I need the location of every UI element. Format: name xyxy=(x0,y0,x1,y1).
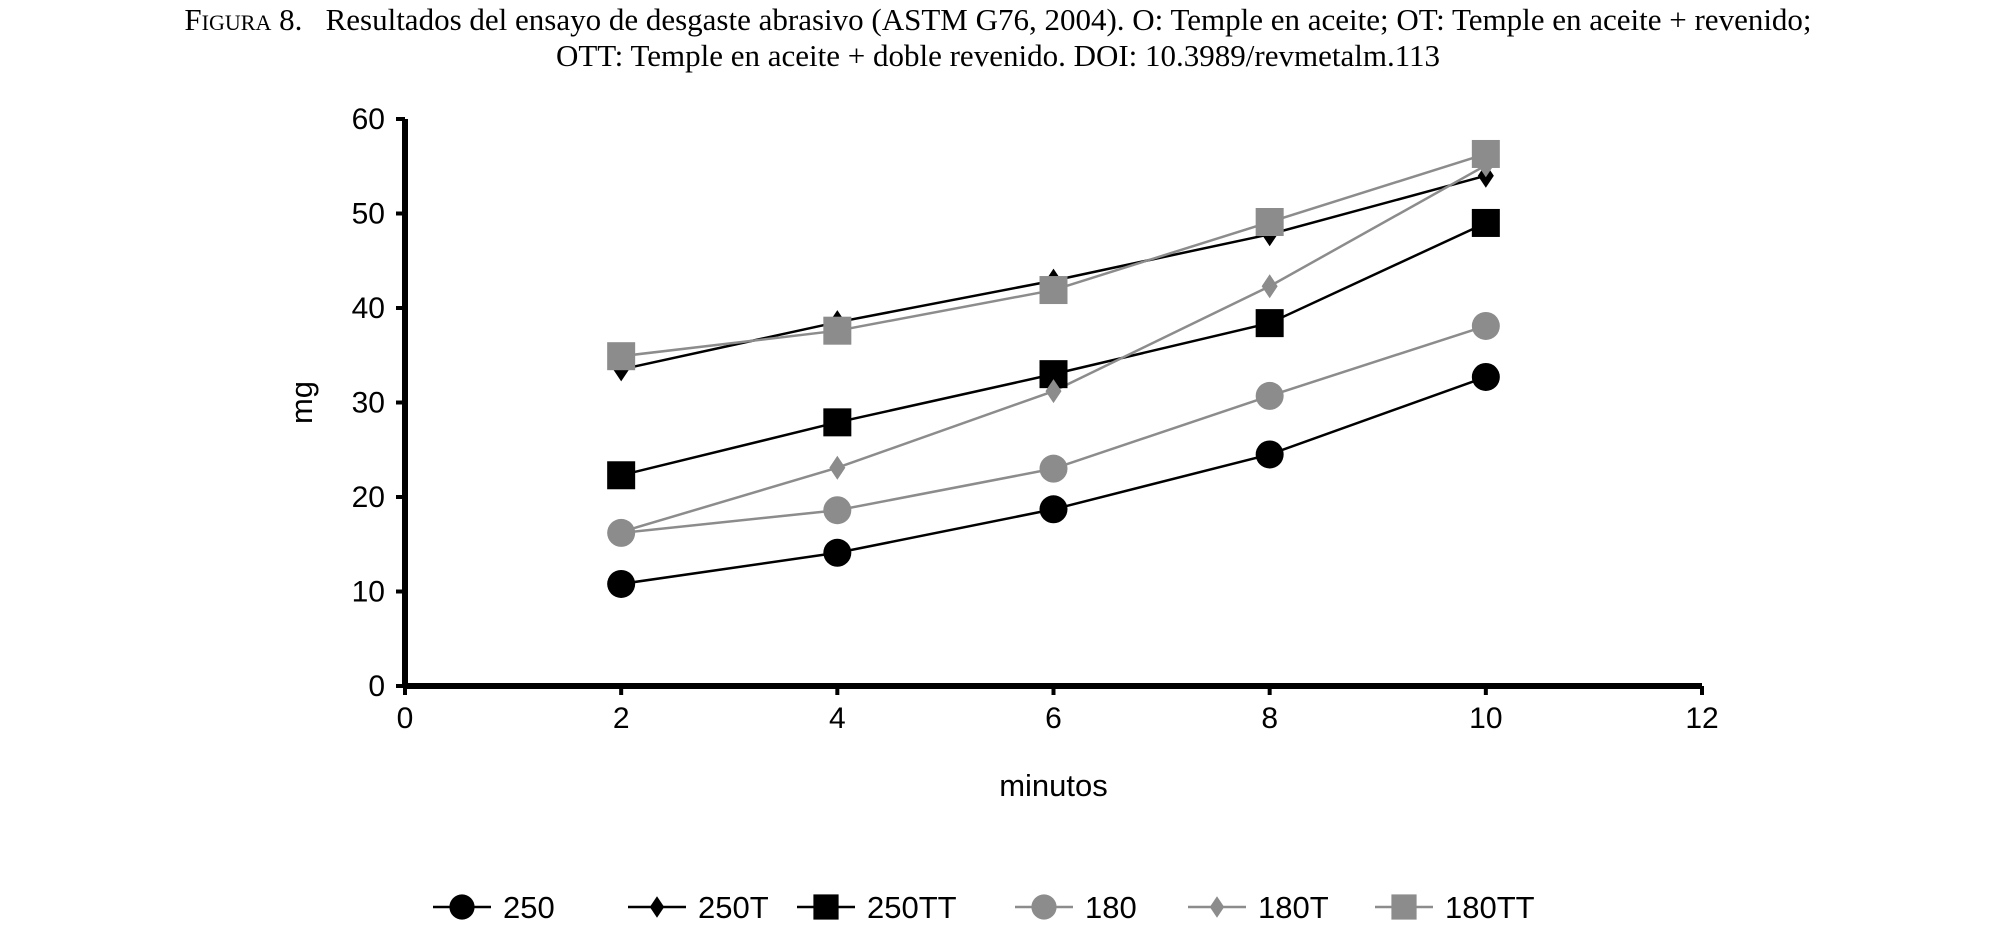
chart-legend: 250 250T 250TT 180 180T 180TT xyxy=(433,890,1535,925)
series-line-250TT xyxy=(620,221,1487,477)
y-tick-label: 0 xyxy=(368,670,385,703)
y-axis-title: mg xyxy=(284,381,319,424)
data-point-180T xyxy=(1261,274,1278,299)
data-point-180T xyxy=(829,455,846,480)
data-point-250TT xyxy=(607,461,636,490)
x-tick-label: 12 xyxy=(1685,702,1718,735)
legend-label-180: 180 xyxy=(1085,890,1137,925)
x-tick-label: 2 xyxy=(613,702,630,735)
data-point-180 xyxy=(1255,381,1284,410)
data-point-180 xyxy=(1039,454,1068,483)
legend-marker-180TT xyxy=(1391,894,1417,920)
legend-label-180T: 180T xyxy=(1258,890,1329,925)
data-point-180TT xyxy=(1471,139,1500,168)
data-point-250TT xyxy=(1471,208,1500,237)
data-point-180 xyxy=(823,496,852,525)
y-tick-label: 20 xyxy=(352,481,385,514)
legend-label-250T: 250T xyxy=(698,890,769,925)
x-tick-label: 10 xyxy=(1469,702,1502,735)
data-point-250 xyxy=(1039,495,1068,524)
x-tick-label: 0 xyxy=(397,702,414,735)
legend-marker-250T xyxy=(649,896,665,918)
caption-line-2: OTT: Temple en aceite + doble revenido. … xyxy=(555,38,1441,73)
data-point-180TT xyxy=(1255,208,1284,237)
series-markers xyxy=(607,139,1500,598)
data-point-250TT xyxy=(823,408,852,437)
caption-text-1: Resultados del ensayo de desgaste abrasi… xyxy=(325,2,1812,37)
y-tick-label: 10 xyxy=(352,576,385,609)
data-point-180TT xyxy=(607,342,636,371)
legend-label-250TT: 250TT xyxy=(867,890,957,925)
series-line-180TT xyxy=(621,152,1487,358)
data-point-250TT xyxy=(1255,309,1284,338)
figure-caption: Figura 8. Resultados del ensayo de desga… xyxy=(0,2,1996,74)
data-point-250 xyxy=(607,569,636,598)
caption-line-1: Figura 8. Resultados del ensayo de desga… xyxy=(0,2,1996,38)
data-point-250 xyxy=(823,538,852,567)
x-tick-label: 4 xyxy=(829,702,846,735)
y-tick-label: 30 xyxy=(352,387,385,420)
y-tick-label: 40 xyxy=(352,292,385,325)
legend-label-250: 250 xyxy=(503,890,555,925)
data-point-180T xyxy=(1045,379,1062,404)
y-tick-label: 50 xyxy=(352,198,385,231)
x-axis-title: minutos xyxy=(999,768,1108,803)
legend-marker-180T xyxy=(1209,896,1225,918)
legend-marker-250 xyxy=(449,894,475,920)
chart-axes: 0 2 4 6 8 10 12 0 10 20 30 40 50 60 xyxy=(352,103,1719,735)
legend-marker-180 xyxy=(1031,894,1057,920)
y-tick-label: 60 xyxy=(352,103,385,136)
legend-label-180TT: 180TT xyxy=(1445,890,1535,925)
x-tick-label: 6 xyxy=(1045,702,1062,735)
data-point-180T xyxy=(613,519,630,544)
data-point-180 xyxy=(1471,311,1500,340)
data-point-250 xyxy=(1255,440,1284,469)
data-point-180TT xyxy=(823,316,852,345)
data-point-250 xyxy=(1471,362,1500,391)
legend-marker-250TT xyxy=(813,894,839,920)
data-point-180TT xyxy=(1039,276,1068,305)
figure-label: Figura 8. xyxy=(184,2,303,37)
x-tick-label: 8 xyxy=(1261,702,1278,735)
